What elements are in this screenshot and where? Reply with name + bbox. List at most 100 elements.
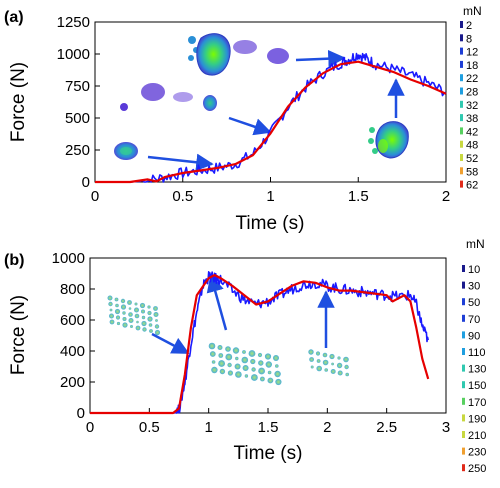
colorbar-label: 70	[468, 314, 480, 326]
pressure-sensor-dot	[134, 307, 139, 313]
pressure-sensor-dot	[316, 365, 323, 372]
x-tick-label: 3	[442, 419, 450, 436]
panel-b-plot-frame	[89, 257, 447, 414]
x-tick-label: 0.5	[172, 188, 193, 205]
colorbar-label: 18	[466, 60, 478, 72]
footprint-inset-1	[114, 142, 138, 160]
pressure-sensor-dot	[127, 300, 132, 305]
colorbar-label: 12	[466, 47, 478, 59]
footprint-inset-4	[368, 121, 409, 159]
pressure-sensor-dot	[315, 351, 321, 356]
pressure-sensor-dot	[114, 308, 121, 315]
pressure-sensor-dot	[155, 319, 158, 322]
x-tick-label: 0	[91, 188, 99, 205]
pressure-sensor-dot	[267, 370, 272, 375]
pressure-sensor-dot	[232, 347, 240, 354]
y-tick-label: 250	[65, 142, 90, 159]
fitted-force-line	[95, 60, 447, 184]
x-tick-label: 0	[86, 419, 94, 436]
y-tick-label: 800	[60, 281, 85, 298]
pressure-sensor-dot	[275, 378, 282, 386]
colorbar-swatch	[462, 314, 465, 322]
colorbar-label: 42	[466, 126, 478, 138]
pressure-sensor-dot	[154, 324, 160, 329]
pressure-sensor-dot	[273, 355, 279, 361]
pressure-sensor-dot	[337, 356, 341, 360]
y-tick-label: 750	[65, 78, 90, 95]
pressure-sensor-dot	[211, 360, 216, 364]
pressure-sensor-dot	[149, 329, 153, 333]
fitted-force-line	[90, 274, 430, 415]
pressure-sensor-dot	[242, 350, 246, 354]
colorbar-label: 22	[466, 73, 478, 85]
pressure-sensor-dot	[251, 374, 258, 381]
pressure-sensor-dot	[265, 361, 272, 368]
panel-b-arrows	[151, 274, 335, 355]
colorbar-label: 2	[466, 20, 472, 32]
colorbar-swatch	[462, 348, 465, 355]
pressure-sensor-dot	[147, 305, 151, 309]
colorbar-swatch	[460, 167, 463, 175]
colorbar-label: 8	[466, 33, 472, 45]
panel-a-ylabel: Force (N)	[8, 62, 29, 142]
colorbar-label: 32	[466, 100, 478, 112]
colorbar-label: 62	[466, 180, 478, 192]
panel-a: (a) 0 0.5 1 1.5 2 0 250 500 750 1000 1250 Time (s)…	[4, 4, 482, 234]
pressure-map-inset-3	[308, 349, 350, 377]
pressure-sensor-dot	[209, 351, 216, 357]
y-tick-label: 400	[60, 343, 85, 360]
colorbar-swatch	[462, 431, 465, 438]
pressure-sensor-dot	[134, 313, 140, 319]
panel-a-colorbar-unit: mN	[463, 4, 482, 18]
pressure-sensor-dot	[134, 302, 138, 306]
pressure-sensor-dot	[225, 353, 233, 361]
pressure-sensor-dot	[135, 325, 141, 331]
y-tick-label: 200	[60, 374, 85, 391]
pressure-sensor-dot	[114, 297, 119, 302]
pressure-sensor-dot	[141, 309, 145, 314]
colorbar-label: 38	[466, 113, 478, 125]
x-tick-label: 1.5	[348, 188, 369, 205]
footprint-inset-3	[188, 33, 289, 76]
pressure-sensor-dot	[235, 371, 242, 378]
pressure-sensor-dot	[235, 356, 239, 361]
colorbar-label: 250	[468, 463, 486, 475]
panel-a-ticks: 0 0.5 1 1.5 2 0 250 500 750 1000 1250	[57, 14, 451, 205]
panel-b-label: (b)	[4, 252, 24, 269]
colorbar-label: 58	[466, 166, 478, 178]
panel-b-colorbar: mN 10 30 50 70 90 110 130 150 170 190 210 230 250	[462, 237, 486, 475]
pressure-sensor-dot	[153, 312, 159, 317]
panel-a-series	[95, 52, 447, 184]
y-tick-label: 1250	[57, 14, 90, 31]
pressure-sensor-dot	[316, 359, 321, 363]
colorbar-label: 28	[466, 87, 478, 99]
pressure-sensor-dot	[258, 360, 264, 366]
pressure-sensor-dot	[116, 321, 121, 326]
colorbar-label: 150	[468, 380, 486, 392]
pressure-sensor-dot	[115, 315, 121, 320]
colorbar-swatch	[462, 265, 465, 272]
pressure-sensor-dot	[218, 360, 226, 367]
pressure-sensor-dot	[154, 329, 161, 336]
pressure-sensor-dot	[274, 370, 281, 378]
pressure-sensor-dot	[120, 304, 127, 310]
y-tick-label: 0	[77, 405, 85, 422]
pressure-sensor-dot	[322, 359, 329, 366]
colorbar-swatch	[460, 60, 463, 68]
x-tick-label: 1.5	[258, 419, 279, 436]
colorbar-swatch	[460, 47, 463, 55]
pressure-sensor-dot	[331, 362, 334, 366]
pressure-sensor-dot	[141, 320, 147, 327]
panel-a-xlabel: Time (s)	[236, 213, 305, 234]
pressure-sensor-dot	[336, 362, 343, 369]
pressure-sensor-dot	[141, 315, 146, 320]
colorbar-swatch	[462, 414, 465, 422]
pressure-sensor-dot	[148, 323, 153, 327]
pressure-sensor-dot	[109, 313, 114, 319]
pressure-sensor-dot	[128, 312, 133, 317]
pressure-sensor-dot	[234, 363, 241, 370]
colorbar-label: 52	[466, 153, 478, 165]
